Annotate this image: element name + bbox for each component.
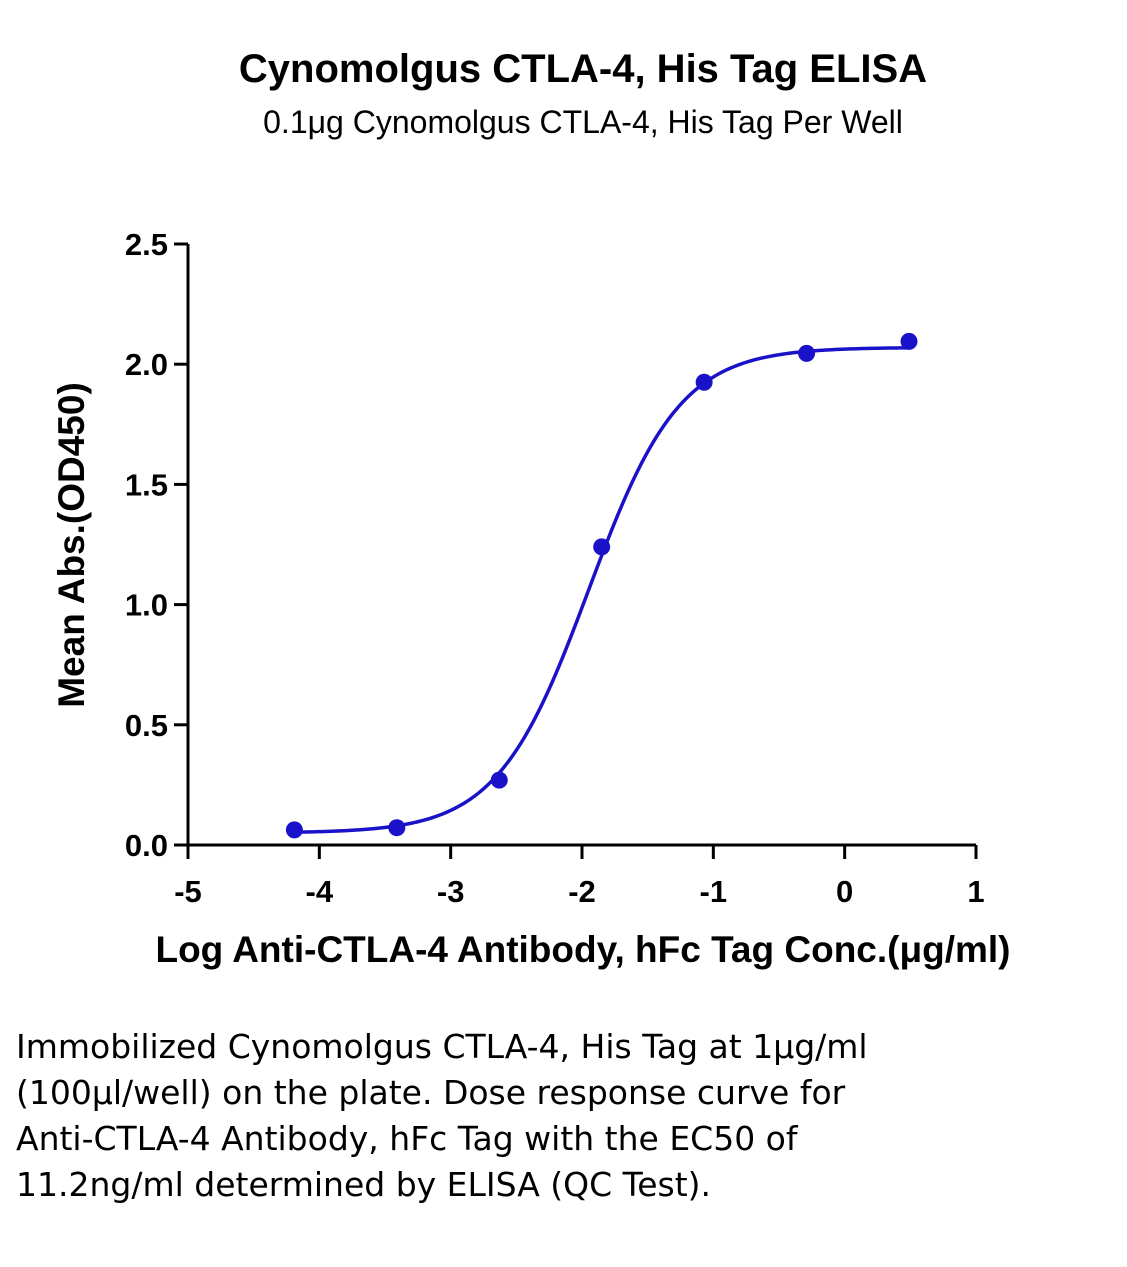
y-tick-label: 2.5 <box>125 227 168 262</box>
figure-caption: Immobilized Cynomolgus CTLA-4, His Tag a… <box>16 1027 868 1204</box>
data-point <box>900 332 918 350</box>
y-tick-label: 1.0 <box>125 588 168 623</box>
chart-subtitle: 0.1μg Cynomolgus CTLA-4, His Tag Per Wel… <box>263 104 903 140</box>
x-axis-label: Log Anti-CTLA-4 Antibody, hFc Tag Conc.(… <box>155 929 1010 970</box>
y-tick-label: 0.0 <box>125 828 168 863</box>
y-tick-label: 1.5 <box>125 467 168 502</box>
x-tick-label: -2 <box>568 874 596 909</box>
x-tick-label: 0 <box>836 874 853 909</box>
x-tick-label: 1 <box>967 874 984 909</box>
y-axis: 0.0 0.5 1.0 1.5 2.0 2.5 <box>125 227 190 863</box>
x-axis: -5 -4 -3 -2 -1 0 1 <box>174 843 985 909</box>
x-tick-label: -4 <box>306 874 334 909</box>
fit-curve <box>294 346 910 834</box>
y-tick-label: 2.0 <box>125 347 168 382</box>
y-tick-label: 0.5 <box>125 708 168 743</box>
plot-series <box>285 332 918 839</box>
data-point <box>388 819 406 837</box>
x-tick-label: -1 <box>700 874 728 909</box>
data-point <box>695 373 713 391</box>
y-axis-label: Mean Abs.(OD450) <box>51 382 92 708</box>
data-point <box>285 821 303 839</box>
x-tick-label: -5 <box>174 874 202 909</box>
chart-title: Cynomolgus CTLA-4, His Tag ELISA <box>239 47 927 91</box>
data-point <box>798 344 816 362</box>
data-point <box>490 771 508 789</box>
x-tick-label: -3 <box>437 874 465 909</box>
chart: Cynomolgus CTLA-4, His Tag ELISA 0.1μg C… <box>51 47 1011 970</box>
data-point <box>593 538 611 556</box>
